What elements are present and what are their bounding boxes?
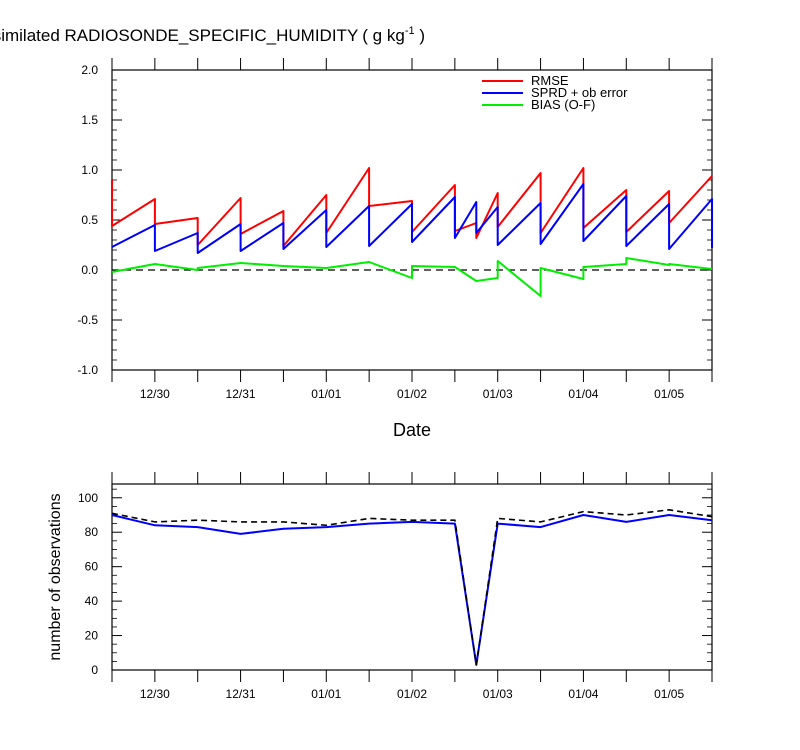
- observations-panel: 0 20 40 60 80 100 12/30 12/31 01/01 01/02 01/03 01/…: [78, 472, 713, 701]
- y-tick-label: -0.5: [77, 313, 98, 327]
- x-tick-label: 01/01: [311, 687, 341, 701]
- x-tick-label: 12/31: [226, 387, 256, 401]
- x-tick-label: 01/03: [483, 687, 513, 701]
- y-tick-label: 0.5: [81, 213, 98, 227]
- x-tick-label: 12/30: [140, 387, 170, 401]
- y-tick-label: 0: [91, 663, 98, 677]
- y-tick-label: 1.5: [81, 113, 98, 127]
- y-tick-label: 100: [78, 491, 98, 505]
- x-tick-label: 12/30: [140, 687, 170, 701]
- legend-label: SPRD + ob error: [531, 85, 628, 100]
- x-tick-label: 01/04: [568, 387, 598, 401]
- x-tick-label: 01/05: [654, 687, 684, 701]
- bias-rmse-panel: -1.0 -0.5 0.0 0.5 1.0 1.5 2.0 12/30 12/31 01/01 01…: [77, 58, 713, 401]
- x-tick-label: 01/02: [397, 387, 427, 401]
- y-tick-label: 20: [85, 629, 99, 643]
- x-tick-label: 01/05: [654, 387, 684, 401]
- y-tick-label: 60: [85, 560, 99, 574]
- series-line-bias-o-f: [111, 257, 713, 297]
- y-tick-label: 2.0: [81, 63, 98, 77]
- y-tick-label: -1.0: [77, 363, 98, 377]
- y-tick-label: 1.0: [81, 163, 98, 177]
- y-tick-label: 0.0: [81, 263, 98, 277]
- x-tick-label: 01/02: [397, 687, 427, 701]
- y-axis-label-observations: number of observations: [47, 493, 64, 660]
- series-line-obs-used: [111, 514, 713, 666]
- legend-label: RMSE: [531, 73, 569, 88]
- plot-frame: [111, 483, 713, 671]
- x-tick-label: 12/31: [226, 687, 256, 701]
- x-tick-label: 01/01: [311, 387, 341, 401]
- chart-title: 850 mb Assimilated RADIOSONDE_SPECIFIC_H…: [0, 25, 425, 45]
- x-tick-label: 01/04: [568, 687, 598, 701]
- y-tick-label: 40: [85, 594, 99, 608]
- x-tick-label: 01/03: [483, 387, 513, 401]
- series-line-obs-possible: [111, 508, 713, 666]
- legend-label: BIAS (O-F): [531, 97, 595, 112]
- x-axis-label: Date: [393, 420, 431, 440]
- y-tick-label: 80: [85, 525, 99, 539]
- series-line-sprd-ob-error: [111, 183, 713, 254]
